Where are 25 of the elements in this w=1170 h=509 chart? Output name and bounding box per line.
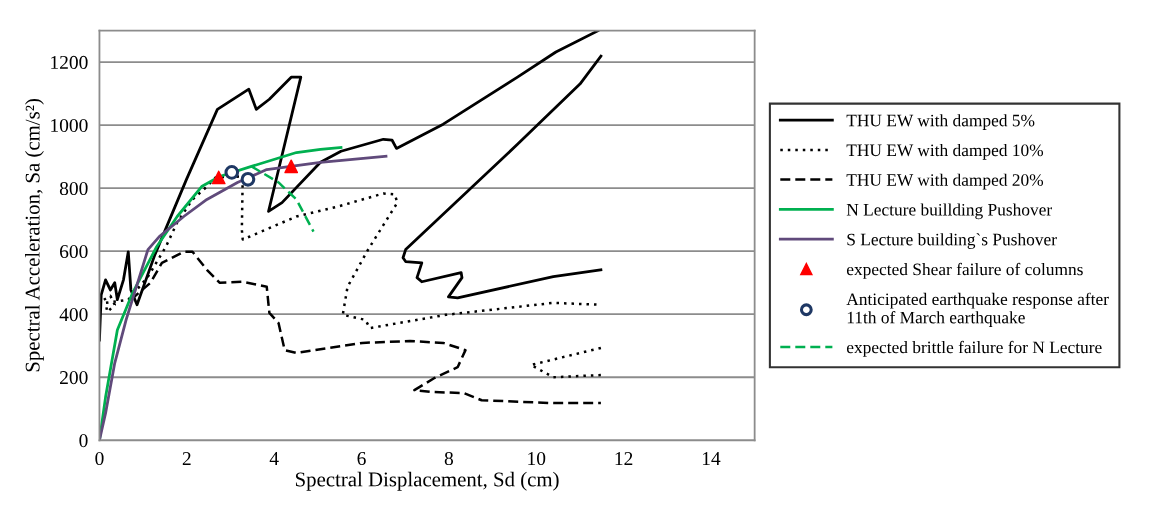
x-tick-label: 2 xyxy=(182,452,191,465)
legend-label: expected Shear failure of columns xyxy=(846,262,1083,279)
y-tick-label: 800 xyxy=(59,181,88,196)
legend-label: THU EW with damped 10% xyxy=(846,143,1044,160)
x-tick-label: 12 xyxy=(615,452,633,465)
legend-label: THU EW with damped 5% xyxy=(846,114,1035,130)
x-tick-label: 8 xyxy=(444,451,454,466)
x-tick-label: 4 xyxy=(269,452,279,465)
legend-label: S Lecture building`s Pushover xyxy=(847,233,1057,249)
legend-label: N Lecture buillding Pushover xyxy=(846,203,1052,220)
x-tick-label: 10 xyxy=(528,451,546,466)
x-tick-label: 0 xyxy=(95,451,104,466)
y-tick-label: 1000 xyxy=(51,118,88,133)
x-tick-label: 14 xyxy=(702,452,721,465)
legend-label: Anticipated earthquake response after 11th of March earthquake xyxy=(846,292,1109,327)
y-tick-label: 200 xyxy=(60,371,88,385)
legend-label: expected brittle failure for N Lecture xyxy=(846,340,1102,357)
y-tick-label: 600 xyxy=(60,244,88,259)
x-axis-title: Spectral Displacement, Sd (cm) xyxy=(295,471,559,491)
y-axis-title: Spectral Acceleration, Sa (cm/s²) xyxy=(25,99,44,372)
y-tick-label: 400 xyxy=(59,308,88,322)
x-tick-label: 6 xyxy=(357,452,366,466)
legend-label: THU EW with damped 20% xyxy=(846,173,1044,190)
y-tick-label: 0 xyxy=(79,434,88,448)
y-tick-label: 1200 xyxy=(51,55,88,69)
